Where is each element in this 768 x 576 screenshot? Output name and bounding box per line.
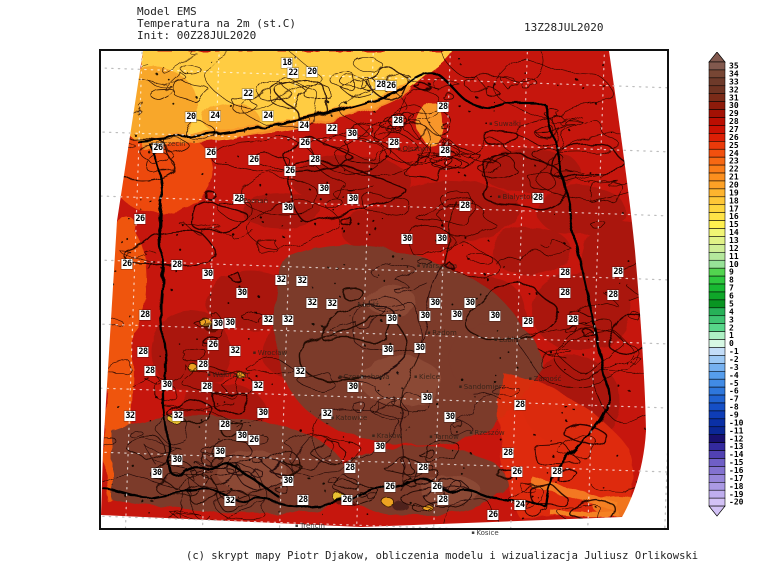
svg-text:0: 0: [729, 339, 734, 348]
svg-text:29: 29: [729, 109, 739, 118]
svg-text:-9: -9: [729, 410, 739, 419]
svg-text:28: 28: [729, 117, 739, 126]
svg-text:17: 17: [729, 204, 739, 213]
svg-text:-13: -13: [729, 442, 744, 451]
svg-text:12: 12: [729, 244, 739, 253]
svg-text:21: 21: [729, 173, 739, 182]
svg-text:-14: -14: [729, 450, 744, 459]
svg-text:10: 10: [729, 260, 739, 269]
svg-text:16: 16: [729, 212, 739, 221]
svg-text:1: 1: [729, 331, 734, 340]
svg-text:14: 14: [729, 228, 739, 237]
svg-text:-18: -18: [729, 482, 744, 491]
svg-text:-12: -12: [729, 434, 744, 443]
svg-text:32: 32: [729, 85, 739, 94]
svg-text:34: 34: [729, 69, 739, 78]
svg-text:-10: -10: [729, 418, 744, 427]
svg-text:-17: -17: [729, 474, 744, 483]
map-canvas: [101, 51, 667, 528]
city-label: Kosice: [471, 529, 498, 537]
svg-text:-3: -3: [729, 363, 739, 372]
svg-text:-2: -2: [729, 355, 739, 364]
temperature-colorbar: 35 34 33 32 31 30 29 28 27 26 25 24 23 22 21 20 19 18 17 16…: [706, 51, 752, 528]
svg-text:-20: -20: [729, 498, 744, 507]
svg-text:4: 4: [729, 307, 734, 316]
svg-text:33: 33: [729, 77, 739, 86]
svg-text:26: 26: [729, 133, 739, 142]
svg-text:11: 11: [729, 252, 739, 261]
svg-text:-16: -16: [729, 466, 744, 475]
svg-text:23: 23: [729, 157, 739, 166]
colorbar-svg: 3534333231302928272625242322212019181716…: [708, 51, 744, 517]
model-name: Model EMS: [137, 5, 197, 18]
svg-text:5: 5: [729, 299, 734, 308]
svg-text:-5: -5: [729, 379, 739, 388]
svg-text:3: 3: [729, 315, 734, 324]
svg-text:-19: -19: [729, 490, 744, 499]
svg-text:19: 19: [729, 188, 739, 197]
svg-text:30: 30: [729, 101, 739, 110]
init-time: Init: 00Z28JUL2020: [137, 29, 257, 42]
parameter-title: Temperatura na 2m (st.C): [137, 17, 296, 30]
svg-text:27: 27: [729, 125, 739, 134]
svg-text:20: 20: [729, 181, 739, 190]
svg-text:35: 35: [729, 62, 739, 71]
svg-text:31: 31: [729, 93, 739, 102]
svg-text:7: 7: [729, 284, 734, 293]
svg-text:-4: -4: [729, 371, 739, 380]
svg-text:-1: -1: [729, 347, 739, 356]
svg-text:15: 15: [729, 220, 739, 229]
temperature-shading: [101, 51, 646, 527]
valid-time: 13Z28JUL2020: [524, 21, 604, 34]
svg-text:-15: -15: [729, 458, 744, 467]
svg-text:8: 8: [729, 276, 734, 285]
credit-line: (c) skrypt mapy Piotr Djakow, obliczenia…: [186, 550, 699, 562]
svg-text:9: 9: [729, 268, 734, 277]
svg-text:24: 24: [729, 149, 739, 158]
map-frame: [99, 49, 669, 530]
svg-text:18: 18: [729, 196, 739, 205]
svg-text:-11: -11: [729, 426, 744, 435]
svg-text:-7: -7: [729, 395, 739, 404]
svg-text:25: 25: [729, 141, 739, 150]
svg-text:-6: -6: [729, 387, 739, 396]
svg-text:13: 13: [729, 236, 739, 245]
river-line: [400, 200, 457, 492]
svg-text:-8: -8: [729, 403, 739, 412]
svg-text:6: 6: [729, 292, 734, 301]
svg-text:22: 22: [729, 165, 739, 174]
svg-text:2: 2: [729, 323, 734, 332]
